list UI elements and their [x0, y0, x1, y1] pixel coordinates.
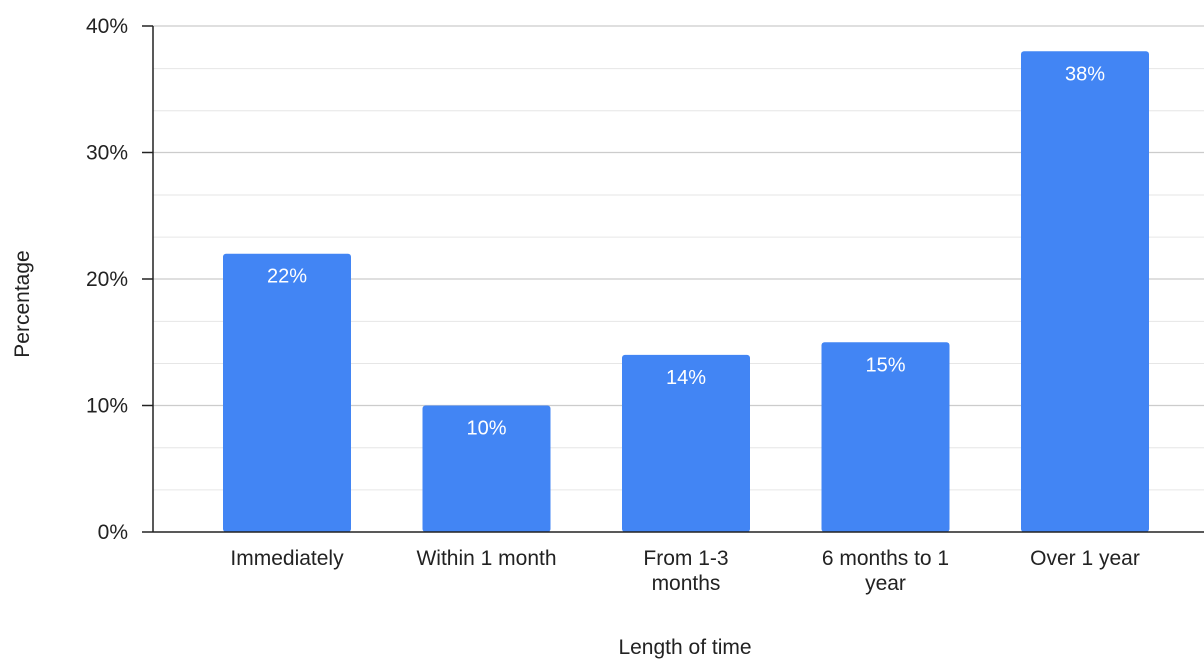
bar[interactable]	[1021, 51, 1149, 533]
x-tick-label: Immediately	[230, 547, 344, 570]
data-label: 15%	[865, 354, 905, 376]
x-axis-title: Length of time	[618, 636, 751, 659]
y-tick-label: 0%	[98, 521, 128, 544]
data-label: 22%	[267, 266, 307, 288]
bar[interactable]	[821, 342, 950, 532]
y-axis-ticks: 0% 10% 20% 30% 40%	[86, 15, 153, 544]
data-label: 14%	[666, 367, 706, 389]
x-tick-label: Over 1 year	[1030, 547, 1140, 570]
y-tick-label: 20%	[86, 268, 128, 291]
x-tick-label: Within 1 month	[416, 547, 556, 570]
x-axis-ticks: Immediately Within 1 month From 1-3 months 6…	[230, 547, 1139, 595]
x-tick-label: From 1-3 months	[643, 547, 728, 595]
y-tick-label: 30%	[86, 142, 128, 165]
data-label: 38%	[1065, 63, 1105, 85]
bar[interactable]	[223, 253, 351, 532]
bar[interactable]	[422, 405, 551, 533]
bar-series: 22% 10% 14% 15% 38%	[223, 51, 1149, 533]
y-tick-label: 10%	[86, 395, 128, 418]
data-label: 10%	[466, 418, 506, 440]
y-axis-title: Percentage	[11, 250, 34, 357]
x-tick-label: 6 months to 1 year	[822, 547, 949, 595]
y-tick-label: 40%	[86, 15, 128, 38]
bar[interactable]	[622, 354, 750, 532]
